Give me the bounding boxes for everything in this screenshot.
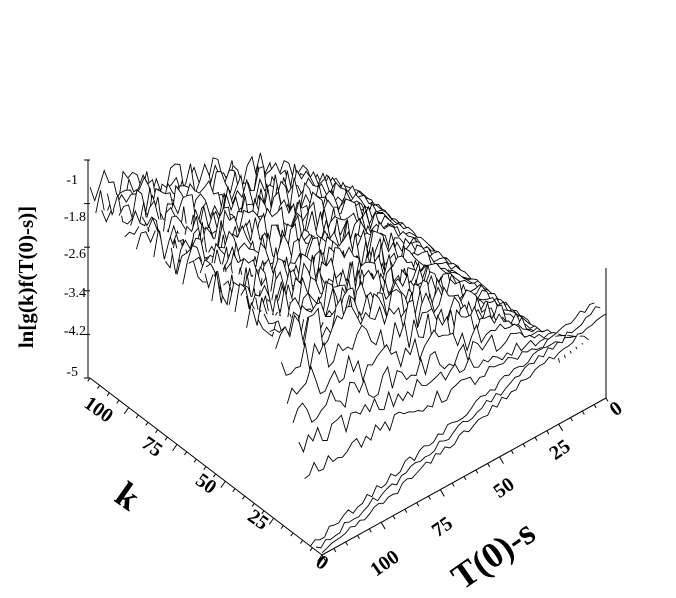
t-axis-tick [499,456,504,464]
t-axis-tick [558,423,564,432]
z-tick-label: -2.6 [64,247,86,262]
t-axis-tick [392,515,396,520]
t-axis-tick [522,443,526,448]
k-axis-tick [280,525,284,529]
k-axis-title: k [108,474,147,518]
t-axis-tick [321,554,327,563]
k-axis-tick [268,517,275,525]
k-axis-tick [309,547,313,552]
k-axis-tick [184,451,188,456]
t-axis-tick [475,469,479,474]
k-axis-tick [116,399,120,404]
k-axis-tick [193,458,197,463]
k-tick-label: 0 [312,551,333,575]
surface-lines [89,152,607,554]
k-axis-tick [220,480,226,488]
t-axis-tick [357,535,360,540]
t-axis-tick [593,404,597,409]
t-axis-tick [570,417,573,422]
t-axis-tick [368,528,372,533]
t-axis-tick [416,502,420,507]
k-axis-tick [290,532,294,537]
k-axis-tick [87,377,91,382]
z-tick-label: -3.4 [64,286,86,301]
surface-curve [304,335,589,479]
t-axis-title: T(0)-s [444,512,542,598]
k-axis-tick [242,495,246,500]
k-axis-tick [145,421,149,426]
z-tick-label: -4.2 [64,324,86,339]
z-tick-label: -5 [66,365,78,380]
k-axis-tick [135,414,139,419]
z-tick-label: -1 [66,173,78,188]
t-tick-label: 50 [489,473,518,502]
t-axis-tick [345,541,349,546]
k-tick-label: 75 [137,432,166,461]
k-axis-tick [97,385,101,389]
t-tick-label: 100 [366,546,403,581]
t-tick-label: 0 [606,397,627,421]
k-axis-tick [123,407,130,415]
surface-curve [321,313,607,554]
k-axis-tick [172,444,178,452]
k-axis-tick [317,554,323,562]
k-axis-tick [300,539,304,544]
surface-curve [316,306,601,549]
t-tick-label: 25 [545,435,574,464]
t-axis-tick [463,476,467,481]
k-axis-tick [232,488,236,493]
surface-curve [310,302,595,547]
t-axis-tick [333,548,337,553]
k-axis-tick [164,436,168,441]
t-axis-tick [451,482,455,487]
k-axis-tick [106,392,110,397]
k-axis-tick [251,503,255,507]
t-axis-tick [605,397,609,402]
t-tick-label: 75 [428,512,457,541]
t-axis-tick [546,430,550,435]
t-axis-tick [428,495,431,500]
t-axis-tick [380,522,386,530]
k-tick-label: 25 [243,505,272,534]
k-axis-tick [261,510,265,515]
k-axis-tick [203,466,207,470]
t-axis-tick [510,450,514,454]
t-axis-tick [581,410,585,415]
z-tick-label: -1.8 [64,210,86,225]
k-axis-tick [213,473,217,478]
t-axis-tick [534,436,538,441]
k-axis-tick [155,429,159,434]
k-tick-label: 100 [80,392,117,427]
t-axis-tick [487,463,491,468]
z-axis-tick-labels: -1 -1.8 -2.6 -3.4 -4.2 -5 [64,173,86,380]
t-axis-tick [439,489,445,497]
t-axis-tick [404,508,408,513]
axes [84,159,609,563]
z-axis-title: ln[g(k)f(T(0)-s)] [14,206,38,348]
